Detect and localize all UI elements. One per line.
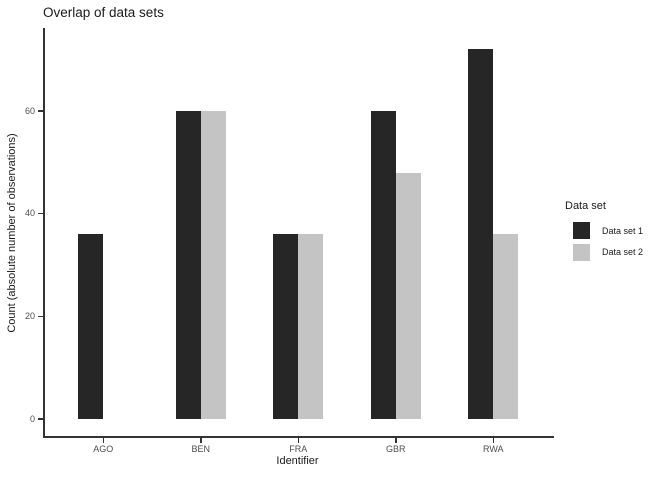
x-tick-mark — [102, 438, 105, 443]
bar-RWA-series-2 — [493, 234, 519, 419]
chart-title: Overlap of data sets — [43, 5, 164, 20]
legend-swatch-1 — [573, 222, 590, 239]
x-tick-mark — [395, 438, 397, 443]
bar-BEN-series-2 — [200, 111, 226, 419]
legend: Data set Data set 1 Data set 2 — [565, 200, 643, 265]
legend-entry-2: Data set 2 — [573, 243, 644, 261]
bar-BEN-series-1 — [175, 111, 201, 419]
y-tick-label: 60 — [24, 105, 35, 116]
x-tick-mark — [297, 438, 300, 443]
bar-FRA-series-1 — [273, 234, 299, 419]
bar-FRA-series-2 — [298, 234, 324, 419]
legend-entry-1: Data set 1 — [573, 222, 643, 239]
y-tick-label: 40 — [24, 208, 35, 219]
bar-RWA-series-1 — [468, 49, 494, 419]
y-tick-label: 0 — [29, 413, 35, 424]
legend-label-2: Data set 2 — [602, 247, 644, 257]
bar-GBR-series-1 — [370, 111, 396, 419]
x-tick-label: GBR — [386, 444, 406, 454]
x-tick-mark — [492, 438, 495, 443]
x-tick-mark — [200, 438, 202, 443]
bar-AGO-series-1 — [78, 234, 104, 419]
x-tick-label: BEN — [191, 444, 211, 454]
plot-panel — [43, 28, 554, 438]
legend-swatch-2 — [573, 243, 590, 261]
legend-label-1: Data set 1 — [602, 225, 644, 236]
y-tick-mark — [38, 110, 43, 112]
legend-entries: Data set 1 Data set 2 — [573, 222, 643, 261]
x-tick-label: RWA — [483, 444, 504, 454]
y-axis-title: Count (absolute number of observations) — [6, 133, 18, 333]
legend-title: Data set — [565, 200, 606, 212]
y-tick-mark — [38, 212, 43, 215]
x-axis-title: Identifier — [276, 455, 319, 467]
y-tick-mark — [38, 418, 43, 420]
x-tick-label: FRA — [289, 444, 308, 454]
y-tick-label: 20 — [24, 310, 35, 321]
y-tick-mark — [38, 315, 43, 318]
x-tick-label: AGO — [93, 444, 114, 454]
bar-GBR-series-2 — [395, 172, 421, 419]
